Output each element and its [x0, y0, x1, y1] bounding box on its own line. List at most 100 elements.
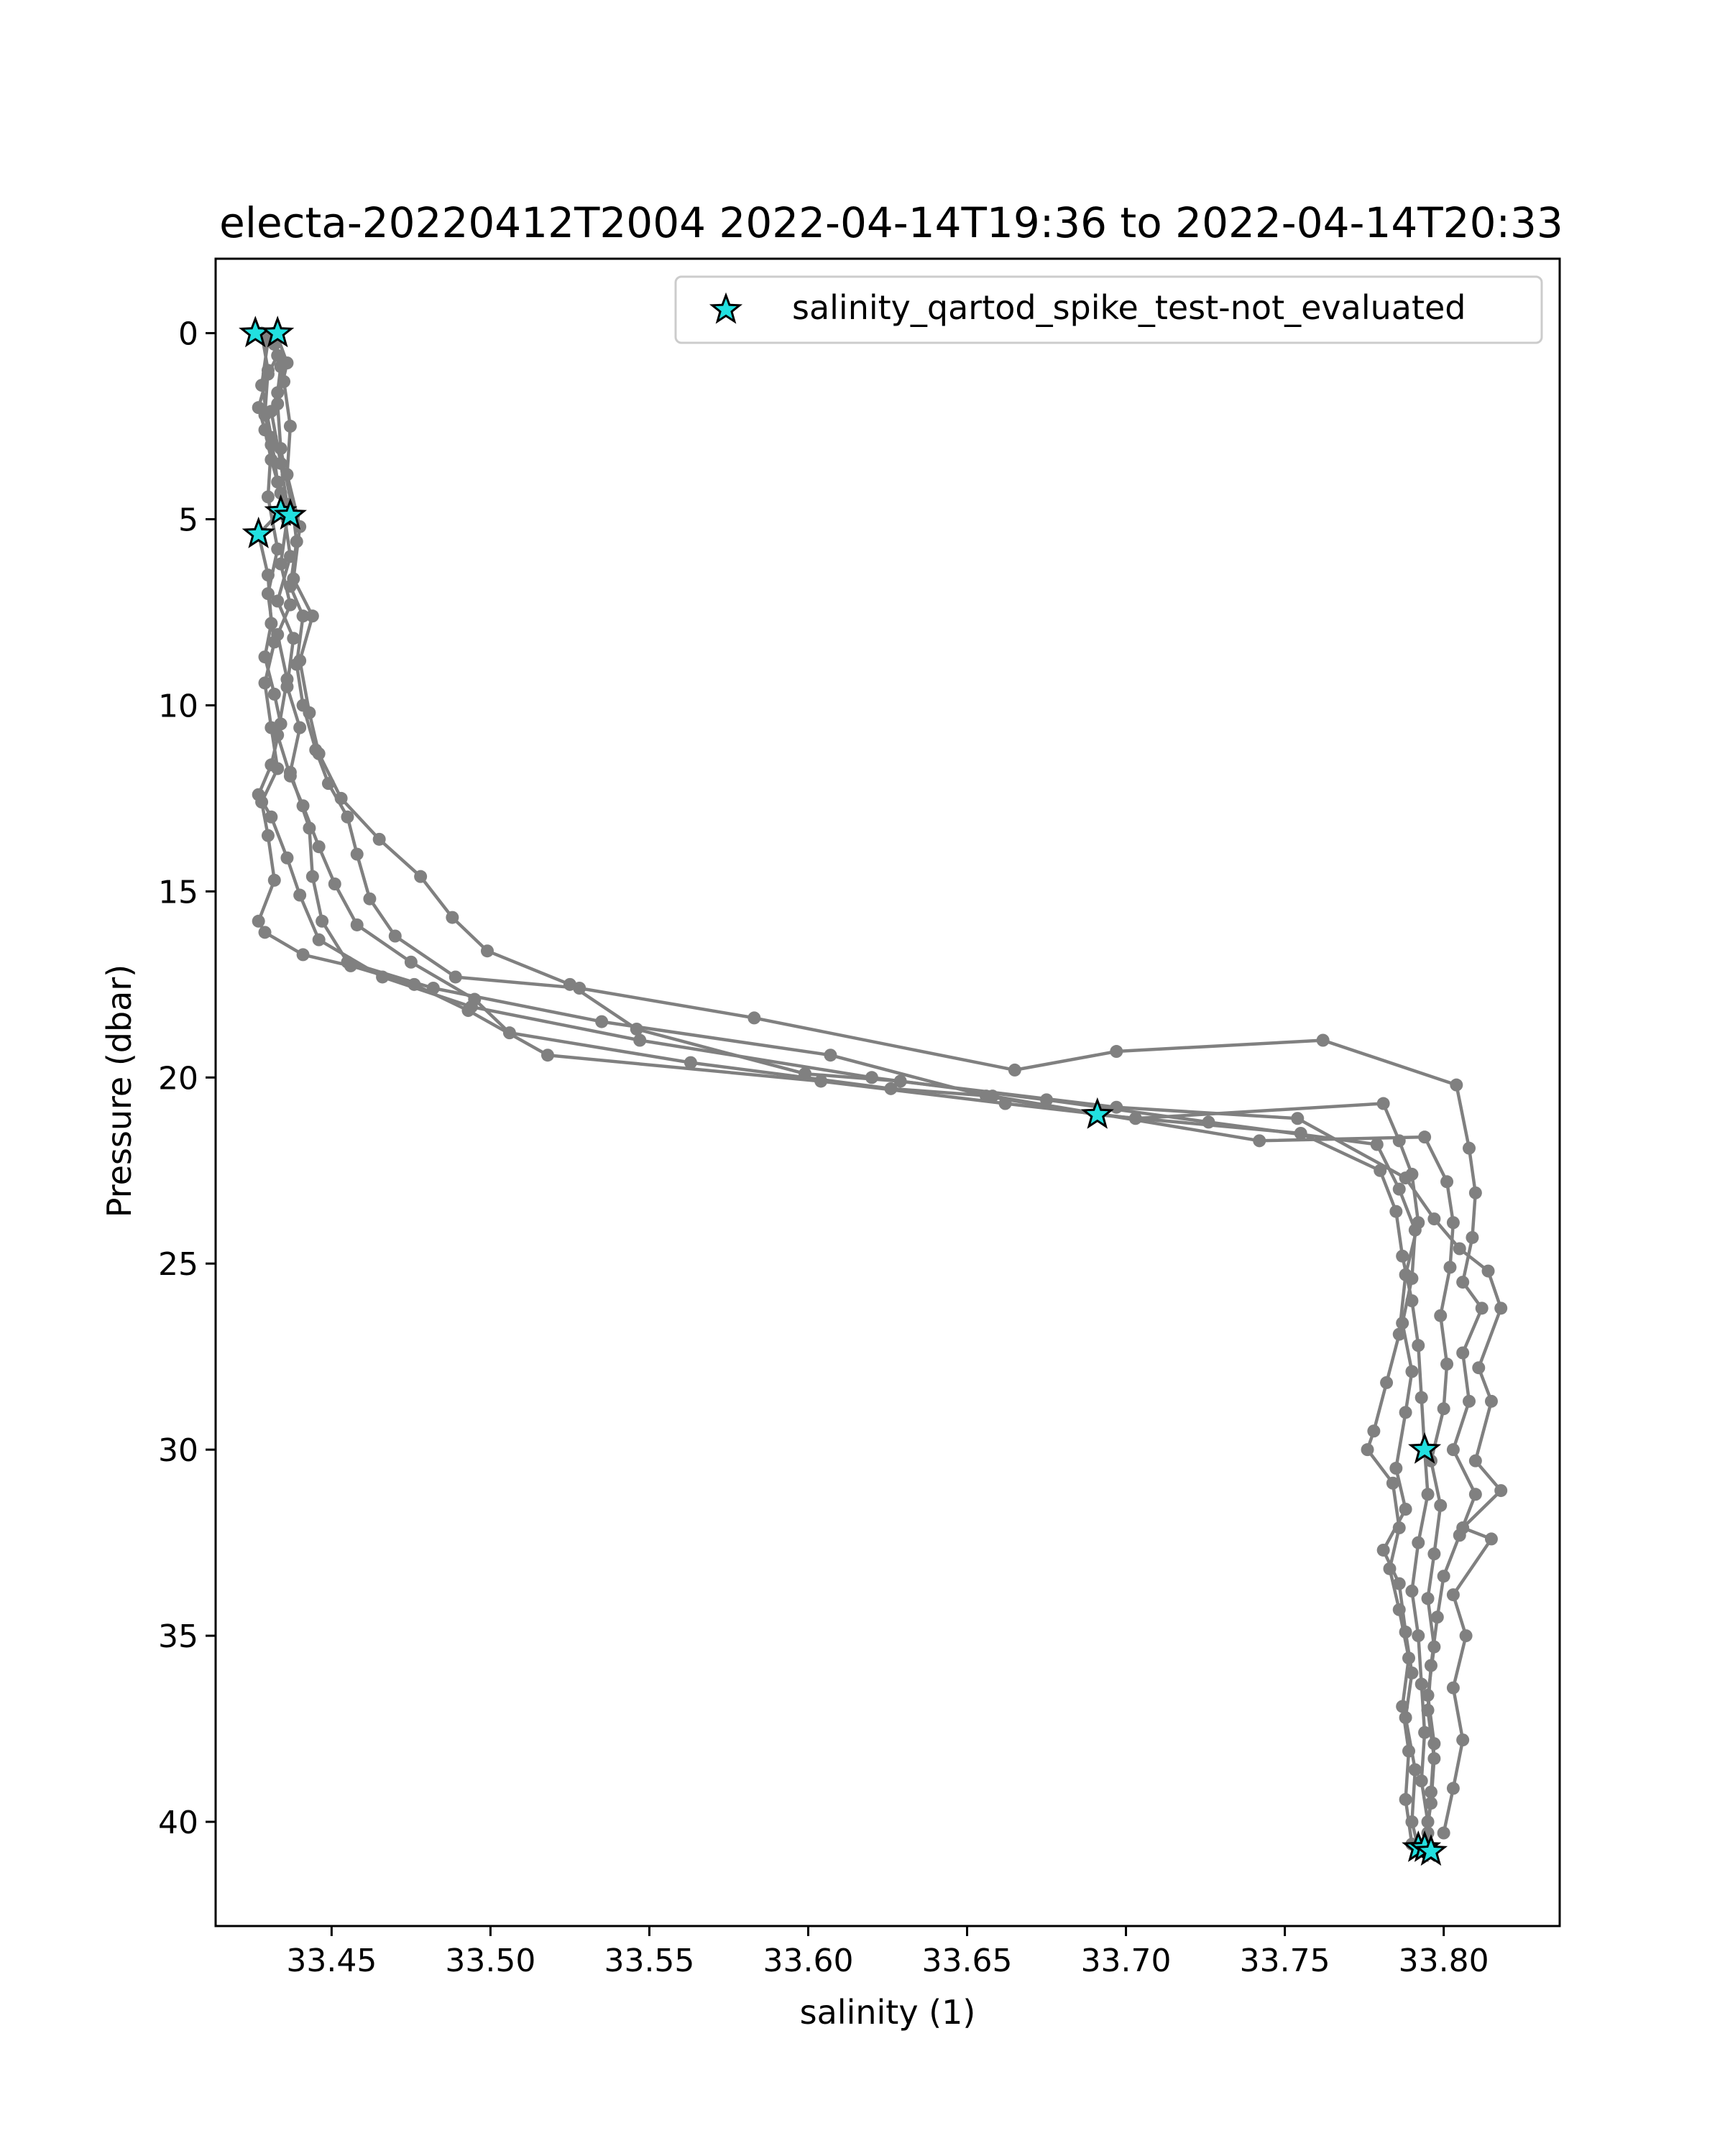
x-tick-label: 33.75 [1240, 1943, 1330, 1979]
profile-point [372, 832, 386, 846]
profile-point [414, 870, 428, 883]
profile-point [893, 1074, 907, 1088]
profile-point [748, 1011, 761, 1025]
profile-point [595, 1015, 609, 1028]
profile-point [1399, 1711, 1412, 1724]
profile-point [1399, 1268, 1412, 1281]
profile-point [1446, 1443, 1460, 1457]
profile-point [426, 982, 440, 995]
profile-point [350, 847, 364, 861]
profile-point [1463, 1394, 1476, 1408]
profile-point [1396, 1700, 1409, 1713]
profile-point [1421, 1688, 1435, 1702]
plot-area [214, 257, 1561, 1927]
profile-point [296, 609, 310, 623]
profile-point [1424, 1797, 1438, 1810]
profile-point [1427, 1212, 1441, 1226]
profile-point [502, 1026, 516, 1040]
profile-point [264, 617, 278, 630]
profile-point [376, 970, 390, 984]
y-tick-label: 0 [178, 316, 198, 353]
profile-point [1110, 1100, 1123, 1114]
y-tick-label: 15 [158, 874, 198, 911]
profile-point [1414, 1391, 1428, 1404]
legend-label: salinity_qartod_spike_test-not_evaluated [792, 288, 1466, 327]
profile-point [280, 468, 294, 482]
profile-point [1427, 1547, 1441, 1561]
profile-point [1468, 1488, 1482, 1501]
profile-point [1367, 1424, 1381, 1438]
profile-point [1040, 1093, 1054, 1107]
profile-point [1456, 1346, 1470, 1360]
profile-point [255, 796, 269, 809]
profile-point [1291, 1112, 1305, 1125]
flag-star-marker [1414, 1834, 1448, 1866]
profile-point [258, 650, 272, 664]
profile-point [1450, 1078, 1463, 1092]
profile-point [1427, 1751, 1441, 1765]
profile-point [1405, 1584, 1419, 1598]
profile-point [824, 1049, 837, 1062]
profile-point [1468, 1186, 1482, 1199]
profile-point [271, 475, 285, 489]
flag-star-marker [273, 497, 307, 530]
profile-point [563, 977, 576, 991]
profile-point [280, 851, 294, 865]
profile-point [1412, 1536, 1425, 1549]
profile-point [1484, 1532, 1498, 1546]
profile-point [446, 911, 459, 924]
profile-point [303, 821, 316, 835]
profile-point [1294, 1126, 1307, 1140]
legend-box [674, 275, 1543, 344]
profile-point [480, 944, 494, 958]
flag-star-marker [242, 516, 275, 548]
profile-point [1408, 1763, 1422, 1777]
profile-point [334, 791, 348, 805]
profile-point [1468, 1454, 1482, 1468]
profile-point [1405, 1815, 1419, 1828]
profile-point [1405, 1294, 1419, 1307]
profile-point [1437, 1570, 1450, 1583]
profile-point [1475, 1302, 1489, 1315]
profile-point [1466, 1230, 1479, 1244]
chart-title: electa-20220412T2004 2022-04-14T19:36 to… [219, 198, 1563, 247]
profile-point [312, 933, 326, 946]
x-tick-label: 33.60 [763, 1943, 853, 1979]
profile-point [998, 1097, 1012, 1110]
legend-star-marker [709, 292, 743, 324]
profile-point [280, 356, 294, 369]
profile-point [1405, 1365, 1419, 1378]
profile-point [264, 721, 278, 734]
profile-point [1446, 1216, 1460, 1230]
profile-point [271, 762, 285, 775]
profile-point [1484, 1394, 1498, 1408]
profile-point [274, 557, 288, 571]
profile-point [884, 1082, 898, 1095]
profile-point [261, 829, 275, 842]
flag-star-marker [261, 315, 295, 348]
profile-point [316, 914, 329, 928]
profile-point [1446, 1588, 1460, 1602]
profile-point [1481, 1264, 1495, 1278]
profile-point [1463, 1141, 1476, 1155]
legend: salinity_qartod_spike_test-not_evaluated [674, 275, 1543, 344]
profile-point [274, 456, 288, 470]
profile-point [271, 349, 285, 362]
profile-point [633, 1033, 647, 1047]
profile-point [1412, 1629, 1425, 1643]
y-tick-label: 25 [158, 1246, 198, 1283]
x-tick-label: 33.45 [286, 1943, 377, 1979]
profile-point [1459, 1629, 1473, 1643]
profile-point [296, 948, 310, 962]
y-tick-label: 20 [158, 1060, 198, 1097]
profile-point [1437, 1402, 1450, 1416]
profile-point [1412, 1339, 1425, 1353]
profile-point [1427, 1640, 1441, 1654]
profile-point [344, 959, 357, 972]
y-axis-ticks: 0 5 10 15 20 25 30 35 40 [158, 316, 216, 1841]
profile-line-3 [275, 336, 1484, 1845]
profile-point [1380, 1376, 1394, 1389]
profile-point [1456, 1521, 1470, 1534]
profile-point [255, 379, 269, 392]
profile-point [1361, 1443, 1374, 1457]
